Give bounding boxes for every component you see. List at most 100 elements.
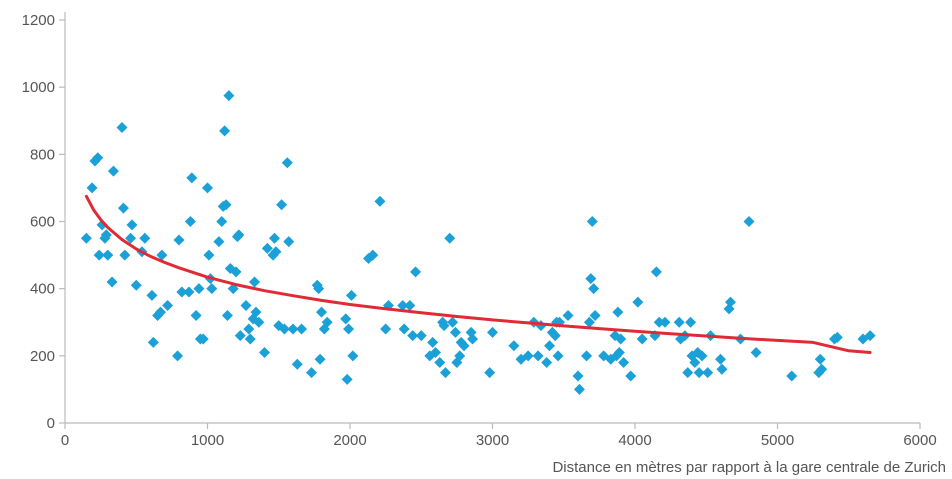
data-point [117,202,129,214]
tick-labels: 0 200 400 600 800 1000 1200 0 1000 2000 3000 4000 50… [22,12,937,449]
data-point [367,249,379,261]
data-point [314,353,326,365]
data-point [321,316,333,328]
data-point [80,232,92,244]
data-point [404,299,416,311]
y-tick-label: 600 [30,214,55,231]
data-point [549,330,561,342]
data-point [147,336,159,348]
data-point [522,350,534,362]
data-point [106,276,118,288]
data-point [291,358,303,370]
data-point [296,323,308,335]
data-point [585,273,597,285]
data-point [107,165,119,177]
y-tick-label: 1000 [22,79,55,96]
data-point [685,316,697,328]
data-point [343,323,355,335]
data-point [270,246,282,258]
data-point [345,289,357,301]
y-tick-label: 1200 [22,12,55,29]
data-point [636,333,648,345]
data-point [864,330,876,342]
data-point [221,310,233,322]
data-point [100,229,112,241]
data-point [541,357,553,369]
data-point [281,157,293,169]
y-tick-label: 400 [30,281,55,298]
data-point [125,232,137,244]
data-point [202,182,213,194]
x-axis-title: Distance en mètres par rapport à la gare… [552,459,946,476]
data-point [313,283,325,295]
data-point [244,333,256,345]
data-point [203,249,215,261]
data-point [449,326,461,338]
data-point [341,373,353,385]
data-point [146,289,158,301]
data-point [162,299,174,311]
data-point [410,266,422,278]
data-point [219,125,231,137]
trend-line [84,194,872,354]
data-point [316,306,327,318]
x-tick-label: 2000 [333,432,366,449]
data-point [743,216,755,227]
data-point [689,357,701,369]
data-point [223,90,235,102]
data-point [347,350,359,362]
data-point [259,346,270,358]
data-point [454,350,466,362]
data-point [632,296,644,308]
data-point [397,299,409,311]
data-point [814,353,826,365]
data-point [715,353,726,365]
data-point [427,336,439,348]
data-point [613,346,625,358]
data-point [562,310,574,322]
data-point [786,370,798,382]
data-point [154,306,166,318]
data-point [186,172,198,184]
data-point [278,323,290,335]
data-point [572,370,584,382]
data-point [156,249,168,261]
data-point [544,340,555,352]
data-point [532,350,544,362]
data-point [573,383,585,395]
data-point [240,299,252,311]
data-point [673,316,685,328]
data-point [581,350,593,362]
data-point [682,367,694,379]
data-point [249,276,261,288]
data-point [831,331,843,343]
data-point [190,310,202,322]
data-point [612,306,624,318]
data-point [615,333,627,345]
data-point [693,367,705,379]
data-point [184,216,196,227]
data-point [287,323,299,335]
data-point [444,232,456,244]
data-point [415,330,427,342]
data-point [233,229,245,241]
data-point [618,357,630,369]
data-point [467,333,479,345]
data-point [172,350,184,362]
x-tick-label: 1000 [191,432,224,449]
data-point [552,350,564,362]
y-tick-label: 800 [30,146,55,163]
data-point [250,306,262,318]
data-point [398,323,410,335]
data-point [724,296,736,308]
data-point [380,323,392,335]
data-point [193,283,205,295]
data-point [86,182,98,194]
data-point [253,316,265,328]
data-point [508,340,520,352]
trend-line-group [84,194,872,354]
x-tick-label: 4000 [618,432,651,449]
data-point [716,363,728,375]
data-point [116,121,128,133]
